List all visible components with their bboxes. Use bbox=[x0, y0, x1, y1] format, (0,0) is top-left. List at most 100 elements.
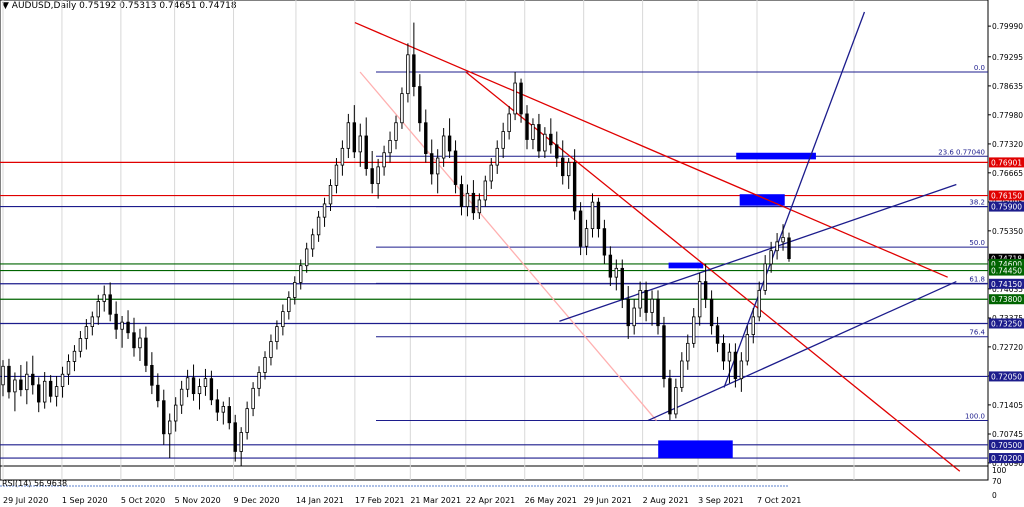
candle-body bbox=[441, 135, 446, 159]
candle-body bbox=[424, 122, 428, 155]
candle-body bbox=[501, 131, 505, 149]
candle-body bbox=[376, 166, 380, 185]
candle-body bbox=[590, 201, 595, 230]
candle-body bbox=[281, 311, 285, 327]
candle-body bbox=[668, 378, 672, 415]
x-tick-label: 2 Aug 2021 bbox=[643, 496, 689, 505]
candle-body bbox=[263, 357, 267, 373]
candle-body bbox=[138, 337, 142, 349]
x-tick-label: 29 Jun 2021 bbox=[584, 496, 632, 505]
candle-body bbox=[507, 113, 511, 132]
candle-body bbox=[19, 379, 23, 391]
candle-body bbox=[572, 162, 577, 212]
candle-body bbox=[519, 82, 523, 115]
candle-body bbox=[364, 135, 368, 170]
price-label-box bbox=[989, 294, 1024, 305]
candle-body bbox=[209, 378, 214, 401]
y-tick-label: 0.78635 bbox=[992, 82, 1023, 91]
x-tick-label: 22 Apr 2021 bbox=[466, 496, 515, 505]
candle-body bbox=[54, 386, 59, 397]
candle-body bbox=[477, 199, 482, 214]
highlight-zone bbox=[658, 440, 733, 459]
x-tick-label: 3 Sep 2021 bbox=[698, 496, 744, 505]
candle-body bbox=[239, 432, 243, 452]
candle-body bbox=[727, 351, 732, 362]
candle-body bbox=[346, 122, 351, 149]
highlight-zone bbox=[668, 262, 704, 269]
candle-body bbox=[245, 408, 249, 433]
rsi-level-label: 0 bbox=[992, 491, 997, 500]
price-label-text: 0.73250 bbox=[991, 319, 1022, 328]
candle-body bbox=[459, 184, 464, 207]
y-tick-label: 0.74035 bbox=[992, 285, 1023, 294]
candle-body bbox=[37, 384, 41, 403]
candle-body bbox=[763, 263, 767, 291]
candle-body bbox=[7, 365, 11, 393]
candle-body bbox=[513, 82, 517, 115]
candle-body bbox=[465, 192, 470, 207]
candle-body bbox=[453, 150, 458, 185]
price-label-text: 0.74450 bbox=[991, 267, 1022, 276]
price-label-box bbox=[989, 253, 1024, 264]
candle-body bbox=[471, 192, 476, 214]
price-label-text: 0.76150 bbox=[991, 192, 1022, 201]
price-label-box bbox=[989, 258, 1024, 269]
candle-body bbox=[555, 144, 559, 159]
candle-body bbox=[227, 406, 231, 424]
candle-body bbox=[745, 334, 750, 362]
candle-body bbox=[66, 361, 71, 375]
candle-body bbox=[191, 377, 196, 395]
candle-body bbox=[168, 420, 172, 435]
candle-body bbox=[721, 342, 726, 362]
candle-body bbox=[352, 122, 357, 153]
candle-body bbox=[578, 210, 583, 247]
candle-body bbox=[328, 184, 333, 205]
fib-level-label: 76.4 bbox=[969, 329, 985, 337]
candle-body bbox=[566, 162, 571, 177]
candle-body bbox=[221, 406, 226, 413]
price-label-text: 0.76901 bbox=[991, 158, 1022, 167]
candle-body bbox=[614, 267, 619, 278]
candle-body bbox=[388, 139, 392, 154]
candle-body bbox=[42, 380, 47, 403]
trendline bbox=[559, 183, 957, 322]
candle-body bbox=[120, 321, 124, 330]
candle-body bbox=[394, 122, 398, 141]
candle-body bbox=[269, 341, 273, 358]
candle-body bbox=[739, 360, 744, 380]
candle-body bbox=[447, 135, 452, 152]
candle-body bbox=[662, 325, 666, 380]
fib-level-label: 38.2 bbox=[969, 199, 985, 207]
x-tick-label: 7 Oct 2021 bbox=[757, 496, 801, 505]
candle-body bbox=[549, 133, 553, 146]
candle-body bbox=[596, 201, 601, 230]
price-label-text: 0.70200 bbox=[991, 454, 1022, 463]
candle-body bbox=[608, 254, 613, 278]
rsi-level-label: 100 bbox=[992, 466, 1007, 475]
y-tick-label: 0.77980 bbox=[992, 111, 1023, 120]
x-tick-label: 29 Jul 2020 bbox=[3, 496, 48, 505]
fib-level-label: 23.6 0.77040 bbox=[938, 148, 985, 156]
candle-body bbox=[418, 86, 422, 124]
candle-body bbox=[680, 360, 684, 388]
fib-level-label: 100.0 bbox=[965, 413, 985, 421]
highlight-zone bbox=[736, 152, 816, 160]
trendline bbox=[647, 280, 957, 422]
candle-body bbox=[370, 168, 374, 185]
candle-body bbox=[709, 298, 714, 327]
price-label-box bbox=[989, 278, 1024, 289]
fib-level-label: 50.0 bbox=[969, 239, 985, 247]
candle-body bbox=[275, 326, 279, 342]
price-label-box bbox=[989, 190, 1024, 201]
candle-body bbox=[13, 379, 17, 393]
trendline bbox=[465, 71, 961, 472]
candle-body bbox=[483, 180, 488, 201]
candle-body bbox=[48, 380, 53, 397]
candle-body bbox=[543, 133, 547, 152]
candle-body bbox=[162, 400, 166, 435]
trendline bbox=[723, 11, 866, 388]
highlight-zone bbox=[739, 194, 785, 206]
price-label-text: 0.74150 bbox=[991, 280, 1022, 289]
candle-body bbox=[90, 316, 95, 327]
